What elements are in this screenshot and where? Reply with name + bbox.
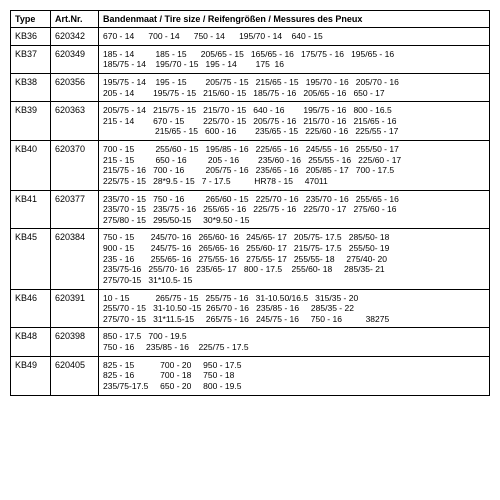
cell-artnr: 620391 (51, 289, 99, 328)
cell-type: KB46 (11, 289, 51, 328)
cell-type: KB38 (11, 73, 51, 101)
cell-type: KB39 (11, 102, 51, 141)
table-row: KB45620384750 - 15 245/70- 16 265/60- 16… (11, 229, 490, 289)
table-row: KB39620363205/75 - 14 215/75 - 15 215/70… (11, 102, 490, 141)
cell-type: KB41 (11, 190, 51, 229)
cell-sizes: 185 - 14 185 - 15 205/65 - 15 165/65 - 1… (99, 45, 490, 73)
cell-type: KB48 (11, 328, 51, 356)
table-row: KB49620405825 - 15 700 - 20 950 - 17.5 8… (11, 356, 490, 395)
table-row: KB38620356195/75 - 14 195 - 15 205/75 - … (11, 73, 490, 101)
cell-sizes: 850 - 17.5 700 - 19.5 750 - 16 235/85 - … (99, 328, 490, 356)
cell-artnr: 620398 (51, 328, 99, 356)
table-row: KB4662039110 - 15 265/75 - 15 255/75 - 1… (11, 289, 490, 328)
cell-sizes: 205/75 - 14 215/75 - 15 215/70 - 15 640 … (99, 102, 490, 141)
table-row: KB37620349185 - 14 185 - 15 205/65 - 15 … (11, 45, 490, 73)
cell-artnr: 620370 (51, 141, 99, 191)
cell-type: KB45 (11, 229, 51, 289)
cell-artnr: 620384 (51, 229, 99, 289)
table-row: KB41620377235/70 - 15 750 - 16 265/60 - … (11, 190, 490, 229)
cell-type: KB37 (11, 45, 51, 73)
header-artnr: Art.Nr. (51, 11, 99, 28)
cell-sizes: 825 - 15 700 - 20 950 - 17.5 825 - 16 70… (99, 356, 490, 395)
cell-type: KB36 (11, 28, 51, 46)
cell-artnr: 620363 (51, 102, 99, 141)
table-row: KB40620370700 - 15 255/60 - 15 195/85 - … (11, 141, 490, 191)
tire-size-table: Type Art.Nr. Bandenmaat / Tire size / Re… (10, 10, 490, 396)
cell-sizes: 10 - 15 265/75 - 15 255/75 - 16 31-10.50… (99, 289, 490, 328)
header-type: Type (11, 11, 51, 28)
cell-type: KB49 (11, 356, 51, 395)
table-row: KB36620342670 - 14 700 - 14 750 - 14 195… (11, 28, 490, 46)
header-sizes: Bandenmaat / Tire size / Reifengrößen / … (99, 11, 490, 28)
cell-sizes: 750 - 15 245/70- 16 265/60- 16 245/65- 1… (99, 229, 490, 289)
cell-type: KB40 (11, 141, 51, 191)
cell-artnr: 620377 (51, 190, 99, 229)
cell-sizes: 700 - 15 255/60 - 15 195/85 - 16 225/65 … (99, 141, 490, 191)
cell-artnr: 620349 (51, 45, 99, 73)
cell-artnr: 620342 (51, 28, 99, 46)
cell-sizes: 195/75 - 14 195 - 15 205/75 - 15 215/65 … (99, 73, 490, 101)
cell-sizes: 235/70 - 15 750 - 16 265/60 - 15 225/70 … (99, 190, 490, 229)
cell-artnr: 620405 (51, 356, 99, 395)
cell-artnr: 620356 (51, 73, 99, 101)
table-row: KB48620398850 - 17.5 700 - 19.5 750 - 16… (11, 328, 490, 356)
cell-sizes: 670 - 14 700 - 14 750 - 14 195/70 - 14 6… (99, 28, 490, 46)
